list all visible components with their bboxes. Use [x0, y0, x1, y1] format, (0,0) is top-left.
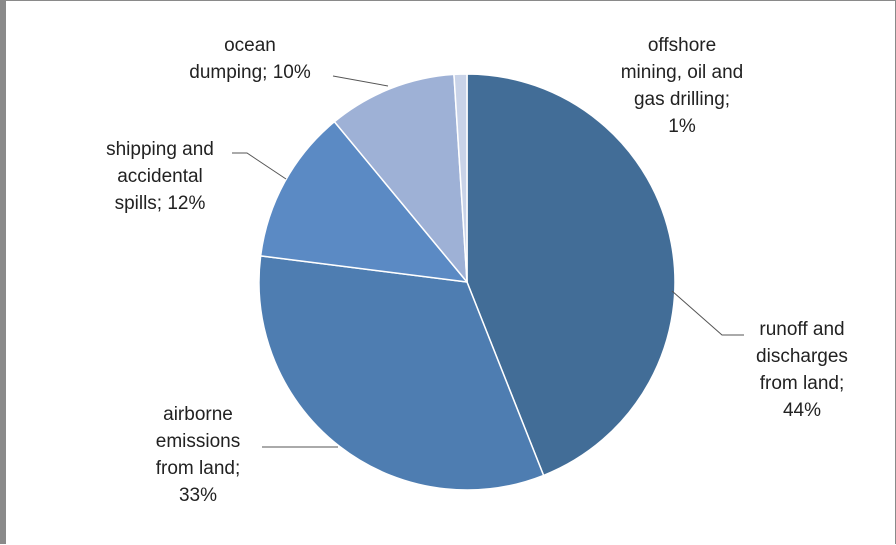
data-labels: runoff and discharges from land; 44% airborn…: [106, 35, 848, 506]
leader-lines: [232, 75, 744, 448]
data-label-line: mining, oil and: [621, 62, 744, 83]
pie-slice-3: [259, 120, 468, 283]
data-label-1: runoff and discharges from land; 44%: [756, 319, 848, 421]
pie-slice-5: [453, 73, 468, 283]
data-label-line: dumping; 10%: [189, 62, 311, 83]
leader-line-1: [671, 290, 744, 336]
data-label-4: ocean dumping; 10%: [189, 35, 311, 83]
data-label-line: airborne: [163, 404, 233, 425]
data-label-line: offshore: [648, 35, 716, 56]
data-label-5: offshore mining, oil and gas drilling; 1%: [621, 35, 744, 137]
data-label-3: shipping and accidental spills; 12%: [106, 139, 214, 214]
leader-line-3: [232, 152, 287, 180]
data-label-line: ocean: [224, 35, 276, 56]
data-label-line: runoff and: [759, 319, 844, 340]
pie-slice-1: [466, 73, 676, 477]
data-label-line: spills; 12%: [115, 193, 206, 214]
data-label-line: from land;: [156, 458, 240, 479]
pie-chart: runoff and discharges from land; 44% airborn…: [106, 35, 848, 506]
data-label-2: airborne emissions from land; 33%: [156, 404, 240, 506]
data-label-line: discharges: [756, 346, 848, 367]
pie-slice-4: [333, 73, 468, 283]
data-label-line: 33%: [179, 485, 217, 506]
leader-line-4: [332, 75, 389, 87]
data-label-line: gas drilling;: [634, 89, 730, 110]
data-label-line: from land;: [760, 373, 844, 394]
pie-slices: [258, 73, 676, 491]
data-label-line: accidental: [117, 166, 203, 187]
data-label-line: 44%: [783, 400, 821, 421]
data-label-line: 1%: [668, 116, 696, 137]
pie-slice-2: [258, 255, 545, 491]
data-label-line: emissions: [156, 431, 240, 452]
data-label-line: shipping and: [106, 139, 214, 160]
